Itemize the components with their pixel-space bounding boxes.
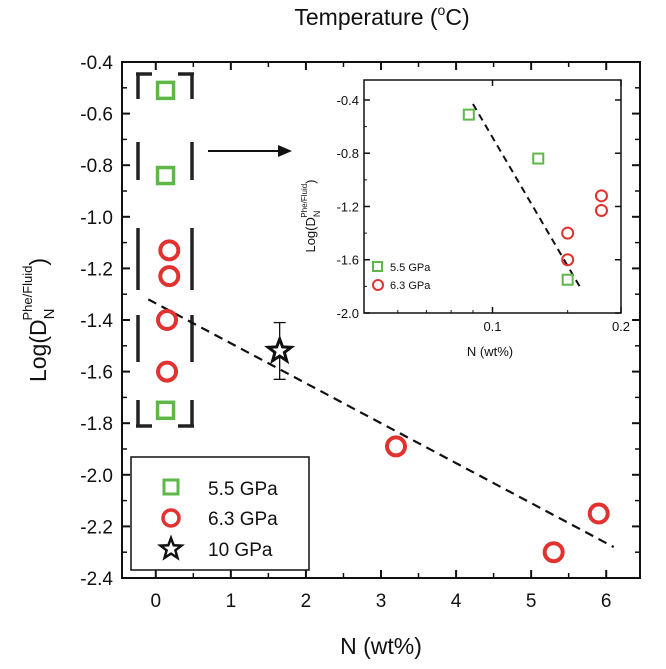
- x-tick-label: 3: [376, 591, 387, 612]
- zoom-arrow: [208, 145, 292, 157]
- inset-x-tick-label: 0.1: [483, 319, 501, 334]
- inset-legend-label-5-5-gpa: 5.5 GPa: [390, 262, 431, 274]
- data-point-square: [155, 165, 176, 186]
- inset-data-point-circle: [561, 226, 575, 240]
- y-tick-label: -1.0: [80, 208, 113, 229]
- y-tick-label: -1.6: [80, 363, 113, 384]
- y-tick-label: -0.6: [80, 105, 113, 126]
- y-tick-label: -0.4: [80, 53, 113, 74]
- data-point-circle: [158, 239, 181, 262]
- data-point-circle: [156, 360, 179, 383]
- inset-y-tick-label: -0.8: [337, 146, 359, 161]
- data-point-square: [155, 400, 176, 421]
- y-tick-label: -1.4: [80, 311, 113, 332]
- inset-y-tick-label: -2.0: [337, 306, 359, 321]
- inset-y-tick-label: -0.4: [337, 93, 359, 108]
- data-point-star: [264, 334, 296, 365]
- y-tick-label: -0.8: [80, 156, 113, 177]
- inset-x-axis-label: N (wt%): [467, 344, 513, 359]
- data-point-circle: [587, 502, 610, 525]
- y-axis-label: Log(DNPhe/Fluid): [20, 258, 58, 382]
- inset-plot-frame: [363, 79, 622, 314]
- legend-label-6-3-gpa: 6.3 GPa: [208, 509, 278, 530]
- inset-data-point-circle: [561, 253, 575, 267]
- inset-legend-circle-marker: [372, 279, 384, 291]
- inset-data-point-circle: [594, 203, 608, 217]
- x-tick-label: 2: [301, 591, 312, 612]
- main-trendline: [147, 298, 615, 549]
- inset-y-tick-label: -1.2: [337, 199, 359, 214]
- data-point-circle: [385, 435, 408, 458]
- x-axis-label: N (wt%): [340, 633, 422, 659]
- inset-y-tick-label: -1.6: [337, 253, 359, 268]
- inset-y-axis-label: Log(DNPhe/Fluid): [300, 179, 322, 252]
- inset-legend: 5.5 GPa 6.3 GPa: [372, 261, 431, 292]
- y-tick-label: -2.2: [80, 517, 113, 538]
- x-tick-label: 4: [451, 591, 462, 612]
- top-axis-label: Temperature (oC): [294, 2, 469, 30]
- legend-star-marker: [157, 534, 185, 561]
- data-point-circle: [158, 265, 181, 288]
- low-n-bracket-group: [136, 72, 194, 428]
- data-point-circle: [156, 309, 179, 331]
- legend-square-marker: [162, 478, 180, 496]
- x-tick-label: 5: [526, 591, 537, 612]
- x-tick-label: 1: [226, 591, 237, 612]
- main-legend: 5.5 GPa 6.3 GPa 10 GPa: [130, 456, 310, 571]
- x-tick-label: 0: [150, 591, 161, 612]
- inset-legend-square-marker: [372, 261, 383, 272]
- data-point-square: [155, 80, 176, 101]
- inset-data-point-square: [561, 273, 574, 286]
- inset-data-point-square: [462, 108, 475, 121]
- legend-label-10-gpa: 10 GPa: [208, 540, 273, 561]
- y-tick-label: -2.0: [80, 466, 113, 487]
- inset-legend-label-6-3-gpa: 6.3 GPa: [390, 280, 431, 292]
- inset-data-point-circle: [594, 189, 608, 203]
- legend-circle-marker: [161, 508, 181, 528]
- x-tick-label: 6: [601, 591, 612, 612]
- inset-x-tick-label: 0.2: [612, 319, 630, 334]
- y-tick-label: -1.8: [80, 414, 113, 435]
- y-tick-label: -2.4: [80, 569, 113, 590]
- inset-data-point-square: [532, 152, 545, 165]
- legend-label-5-5-gpa: 5.5 GPa: [208, 479, 278, 500]
- data-point-circle: [542, 541, 565, 564]
- y-tick-label: -1.2: [80, 259, 113, 280]
